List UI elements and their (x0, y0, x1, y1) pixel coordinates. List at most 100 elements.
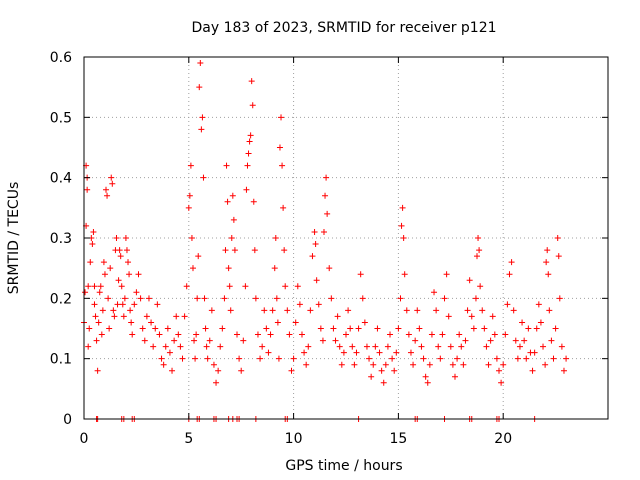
data-point (221, 295, 228, 302)
data-point (259, 343, 266, 350)
data-point (284, 307, 291, 314)
data-point (422, 373, 429, 380)
data-point (372, 343, 379, 350)
data-point (229, 192, 236, 199)
data-point (131, 301, 138, 308)
data-point (479, 307, 486, 314)
data-point (150, 343, 157, 350)
data-point (343, 331, 349, 338)
data-point (537, 319, 544, 326)
data-point (294, 283, 301, 290)
data-point (301, 349, 308, 356)
data-point (483, 343, 490, 350)
data-point (160, 361, 167, 368)
data-point (254, 331, 261, 338)
data-point (217, 343, 224, 350)
data-point (133, 289, 140, 296)
data-point (84, 186, 91, 193)
data-point (162, 343, 169, 350)
data-point (247, 132, 254, 139)
data-point (93, 337, 100, 344)
data-point (195, 253, 202, 260)
data-point (129, 331, 136, 338)
y-tick-label: 0.6 (50, 50, 72, 66)
data-point (519, 319, 526, 326)
data-point (389, 355, 396, 362)
data-point (280, 204, 287, 211)
data-point (317, 325, 324, 332)
data-point (355, 325, 362, 332)
data-point (90, 228, 97, 235)
data-point (108, 174, 115, 181)
data-point (347, 325, 354, 332)
data-point (196, 84, 203, 91)
data-point (359, 295, 366, 302)
data-point (340, 349, 347, 356)
data-point (431, 289, 438, 296)
data-point (113, 235, 120, 241)
data-point (563, 355, 570, 362)
data-point (125, 259, 132, 266)
data-point (244, 162, 251, 169)
data-point (418, 343, 425, 350)
data-point (542, 361, 549, 368)
data-point (95, 319, 102, 326)
data-point (222, 247, 229, 254)
data-point (514, 355, 521, 362)
data-point (303, 361, 310, 368)
data-point (92, 313, 99, 320)
data-point (104, 192, 111, 199)
data-point (276, 144, 283, 151)
data-point (224, 198, 231, 205)
data-point (380, 379, 387, 386)
data-point (487, 337, 494, 344)
data-point (127, 307, 134, 314)
data-point (175, 331, 182, 338)
data-point (548, 337, 555, 344)
data-point (181, 313, 188, 320)
grid (84, 57, 608, 419)
data-point (96, 289, 103, 296)
data-point (368, 373, 375, 380)
data-point (219, 325, 226, 332)
data-point (141, 337, 148, 344)
data-point (351, 361, 358, 368)
y-tick-label: 0.2 (50, 291, 72, 307)
data-point (315, 301, 322, 308)
data-point (366, 355, 373, 362)
data-point (533, 325, 540, 332)
data-point (296, 301, 303, 308)
chart-title: Day 183 of 2023, SRMTID for receiver p12… (191, 20, 496, 36)
data-point (91, 301, 98, 308)
x-tick-label: 20 (494, 431, 512, 447)
data-point (535, 301, 542, 308)
data-point (466, 277, 473, 284)
data-point (485, 361, 492, 368)
data-point (94, 367, 101, 374)
data-point (169, 367, 176, 374)
data-point (555, 253, 562, 260)
data-point (89, 241, 96, 248)
data-point (476, 247, 483, 254)
data-point (307, 307, 314, 314)
data-point (426, 361, 433, 368)
data-point (118, 283, 125, 290)
data-point (279, 162, 286, 169)
data-point (98, 331, 105, 338)
data-point (403, 307, 410, 314)
data-point (82, 289, 89, 296)
data-point (305, 343, 312, 350)
data-point (523, 355, 530, 362)
data-point (336, 343, 343, 350)
data-point (201, 295, 208, 302)
data-point (86, 325, 93, 332)
data-point (186, 192, 193, 199)
data-point (109, 180, 116, 187)
data-point (504, 301, 511, 308)
data-point (192, 355, 199, 362)
data-point (263, 325, 270, 332)
data-point (226, 283, 233, 290)
data-point (521, 337, 528, 344)
x-tick-label: 5 (184, 431, 193, 447)
